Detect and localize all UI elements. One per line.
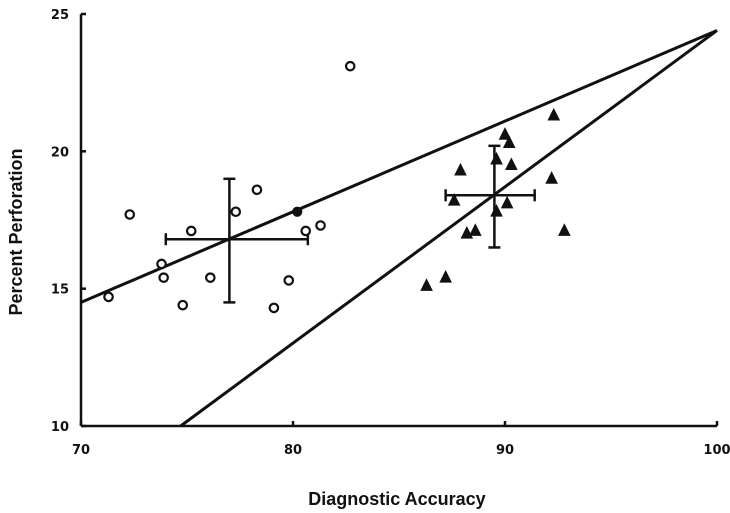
tick-labels: 70 80 90 100 10 15 20 25 bbox=[51, 8, 730, 458]
data-point-triangle bbox=[500, 195, 514, 209]
data-point-triangle bbox=[547, 107, 561, 121]
data-point-open-circle bbox=[315, 220, 326, 231]
x-tick-label: 90 bbox=[496, 443, 514, 458]
data-point-triangle bbox=[454, 162, 467, 176]
data-point-triangle bbox=[505, 157, 518, 170]
x-tick-label: 100 bbox=[703, 443, 730, 458]
y-tick-label: 25 bbox=[51, 8, 69, 23]
data-point-triangle bbox=[498, 127, 512, 140]
plot-area bbox=[79, 12, 719, 428]
data-point-open-circle bbox=[344, 60, 356, 72]
mean-error-bar bbox=[164, 177, 310, 304]
data-point-open-circle bbox=[177, 299, 189, 311]
reference-line bbox=[80, 29, 718, 304]
data-point-open-circle bbox=[158, 272, 169, 283]
reference-line bbox=[179, 29, 718, 428]
data-point-triangle bbox=[439, 269, 452, 283]
data-point-triangle bbox=[490, 151, 503, 165]
data-point-triangle bbox=[490, 204, 503, 217]
data-point-triangle bbox=[558, 223, 571, 236]
y-tick-label: 10 bbox=[51, 420, 69, 435]
data-point-open-circle bbox=[283, 275, 295, 286]
data-point-open-circle bbox=[103, 291, 114, 303]
mean-error-bar bbox=[444, 144, 536, 249]
y-tick-label: 20 bbox=[51, 145, 69, 160]
data-point-triangle bbox=[502, 135, 516, 148]
data-point-open-circle bbox=[300, 225, 312, 237]
data-point-open-circle bbox=[156, 258, 167, 270]
data-point-open-circle bbox=[251, 184, 263, 196]
data-point-open-circle bbox=[230, 206, 242, 218]
x-tick-label: 80 bbox=[284, 443, 302, 458]
data-point-triangle bbox=[469, 223, 482, 236]
y-tick-label: 15 bbox=[51, 283, 69, 298]
data-point-open-circle bbox=[185, 225, 197, 237]
data-point-open-circle bbox=[205, 272, 216, 283]
data-point-triangle bbox=[545, 171, 558, 184]
data-point-triangle bbox=[420, 278, 433, 291]
x-tick-label: 70 bbox=[72, 443, 90, 458]
data-point-filled-circle bbox=[292, 206, 303, 217]
y-axis-label: Percent Perforation bbox=[6, 148, 26, 315]
data-point-open-circle bbox=[124, 209, 136, 220]
data-point-triangle bbox=[447, 193, 461, 206]
data-point-open-circle bbox=[268, 302, 280, 314]
x-axis-label: Diagnostic Accuracy bbox=[308, 489, 485, 509]
